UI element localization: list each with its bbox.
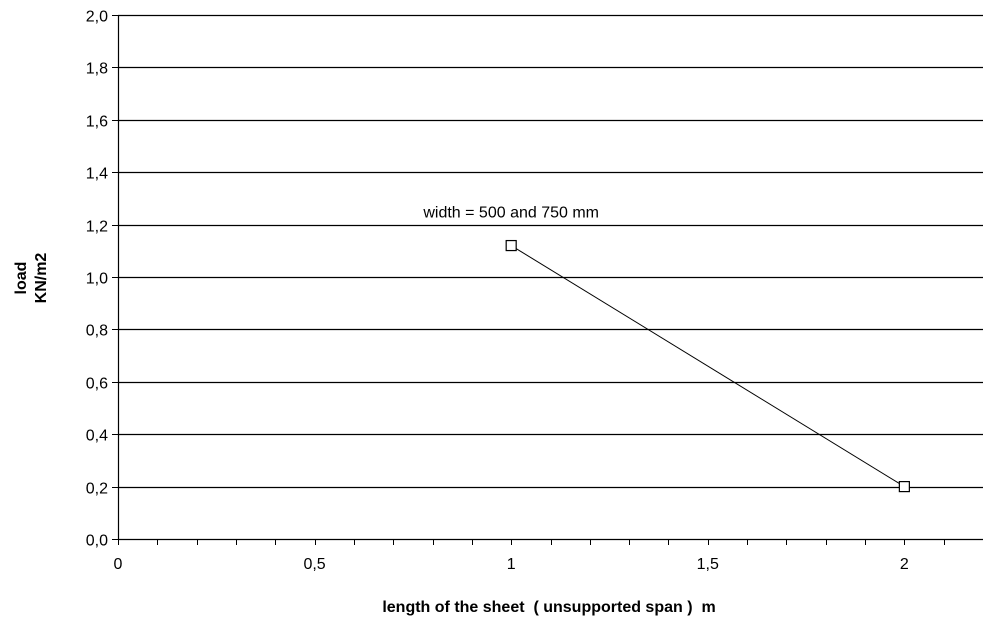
y-axis-title-line1: load (13, 262, 30, 295)
x-axis-title: length of the sheet ( unsupported span )… (382, 599, 715, 616)
y-tick-label: 2,0 (86, 9, 108, 26)
series-line (510, 245, 905, 488)
labels-layer: 0,0 0,2 0,4 0,6 0,8 1,0 1,2 1,4 1,6 1,8 2,0 0 0,5 1 1,… (86, 9, 909, 574)
data-point-marker (505, 239, 517, 252)
y-tick-label: 1,6 (86, 114, 108, 131)
y-tick-label: 1,0 (86, 271, 108, 288)
axes-layer (112, 15, 983, 545)
series-layer (505, 239, 910, 493)
x-tick-label: 2 (900, 556, 909, 573)
y-tick-label: 0,8 (86, 323, 108, 340)
grid-layer (118, 14, 983, 489)
data-point-marker (898, 481, 910, 493)
y-tick-label: 1,8 (86, 61, 108, 78)
x-tick-label: 1,5 (697, 556, 719, 573)
y-tick-label: 0,6 (86, 376, 108, 393)
y-tick-label: 1,2 (86, 219, 108, 236)
y-tick-label: 1,4 (86, 166, 108, 183)
x-tick-label: 0 (114, 556, 123, 573)
x-tick-label: 1 (507, 556, 516, 573)
y-axis-title-line2: KN/m2 (33, 253, 50, 304)
y-tick-label: 0,4 (86, 428, 108, 445)
y-tick-label: 0,0 (86, 533, 108, 550)
x-tick-label: 0,5 (303, 556, 325, 573)
annotation-label: width = 500 and 750 mm (422, 205, 599, 222)
y-axis-title-group: load KN/m2 (13, 253, 50, 304)
y-tick-label: 0,2 (86, 481, 108, 498)
